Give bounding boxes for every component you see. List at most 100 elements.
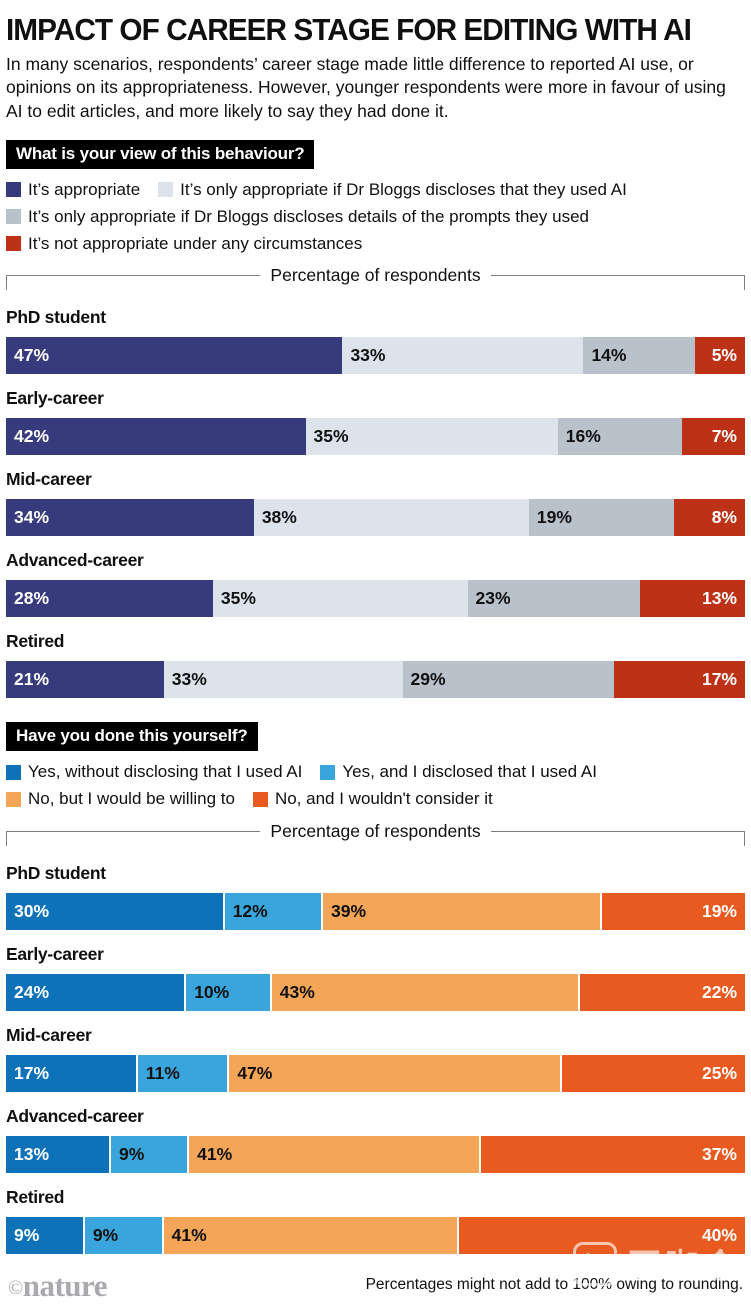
bar-row: Early-career 42% 35% 16% 7%	[6, 388, 745, 456]
legend-swatch	[6, 209, 21, 225]
bar-row: Advanced-career 13% 9% 41% 37%	[6, 1106, 745, 1173]
category-label: Mid-career	[6, 1024, 92, 1045]
axis-line-right	[490, 830, 745, 846]
footer: ©nature Percentages might not add to 100…	[6, 1270, 745, 1301]
segment-value-label: 28%	[14, 588, 50, 609]
bar-segment: 29%	[402, 661, 615, 699]
legend-item-label: No, but I would be willing to	[28, 789, 235, 809]
segment-value-label: 7%	[711, 426, 737, 447]
bar-segment: 41%	[161, 1216, 457, 1254]
segment-value-label: 9%	[118, 1143, 145, 1164]
intro-text: In many scenarios, respondents’ career s…	[6, 53, 726, 122]
segment-value-label: 35%	[220, 588, 256, 609]
segment-value-label: 22%	[701, 981, 738, 1002]
category-label: Advanced-career	[6, 550, 144, 571]
bar-segment: 7%	[681, 418, 745, 456]
stacked-bar: 47% 33% 14% 5%	[6, 337, 745, 375]
category-label: Early-career	[6, 388, 104, 409]
axis-header: Percentage of respondents	[6, 821, 745, 853]
segment-value-label: 43%	[279, 981, 315, 1002]
chart-view-of-behaviour: What is your view of this behaviour? It’…	[6, 138, 745, 699]
stacked-bar: 21% 33% 29% 17%	[6, 661, 745, 699]
stacked-bar: 42% 35% 16% 7%	[6, 418, 745, 456]
legend-item: Yes, without disclosing that I used AI	[6, 760, 302, 784]
legend-swatch	[6, 791, 21, 807]
segment-value-label: 16%	[565, 426, 601, 447]
bar-row: Retired 9% 9% 41% 40%	[6, 1187, 745, 1254]
segment-value-label: 11%	[145, 1062, 180, 1083]
bar-row: Retired 21% 33% 29% 17%	[6, 631, 745, 699]
stacked-bar: 24% 10% 43% 22%	[6, 973, 746, 1011]
bar-rows: PhD student 30% 12% 39% 19% Early-career 24% 10…	[6, 863, 746, 1254]
legend-item-label: It’s not appropriate under any circumsta…	[28, 233, 363, 253]
bar-segment: 43%	[269, 973, 579, 1011]
segment-value-label: 8%	[711, 507, 737, 528]
bar-segment: 13%	[640, 580, 745, 618]
segment-value-label: 33%	[350, 345, 386, 366]
bar-segment: 39%	[320, 892, 600, 930]
bar-segment: 17%	[6, 1054, 136, 1092]
bar-segment: 28%	[6, 580, 213, 618]
legend-swatch	[6, 764, 21, 780]
bar-segment: 9%	[108, 1135, 188, 1173]
axis-label: Percentage of respondents	[270, 820, 481, 841]
legend-swatch	[158, 182, 174, 198]
bar-segment: 19%	[528, 499, 675, 537]
question-tag: What is your view of this behaviour?	[6, 139, 315, 169]
category-label: Mid-career	[6, 469, 92, 490]
stacked-bar: 28% 35% 23% 13%	[6, 580, 745, 618]
category-label: PhD student	[6, 307, 106, 328]
segment-value-label: 38%	[261, 507, 297, 528]
axis-line-left	[6, 275, 261, 291]
page-title: IMPACT OF CAREER STAGE FOR EDITING WITH …	[6, 12, 692, 47]
copyright-icon: ©	[8, 1276, 23, 1299]
bar-segment: 9%	[6, 1216, 83, 1254]
segment-value-label: 33%	[171, 669, 207, 690]
bar-segment: 13%	[6, 1135, 109, 1173]
bar-segment: 22%	[578, 973, 746, 1011]
legend: Yes, without disclosing that I used AI Ye…	[6, 760, 745, 811]
segment-value-label: 30%	[14, 900, 50, 921]
bar-segment: 8%	[674, 499, 745, 537]
segment-value-label: 24%	[14, 981, 50, 1002]
bar-row: PhD student 30% 12% 39% 19%	[6, 863, 745, 930]
segment-value-label: 41%	[197, 1143, 233, 1164]
bar-segment: 47%	[6, 337, 343, 375]
bar-segment: 14%	[583, 337, 695, 375]
bar-segment: 30%	[6, 892, 223, 930]
legend-item: It’s not appropriate under any circumsta…	[6, 232, 362, 256]
axis-line-right	[490, 275, 745, 291]
segment-value-label: 39%	[330, 900, 367, 921]
bar-segment: 42%	[6, 418, 306, 456]
segment-value-label: 34%	[14, 507, 50, 528]
segment-value-label: 14%	[591, 345, 627, 366]
segment-value-label: 29%	[410, 669, 446, 690]
bar-row: Mid-career 17% 11% 47% 25%	[6, 1024, 746, 1092]
segment-value-label: 13%	[14, 1143, 50, 1164]
question-tag: Have you done this yourself?	[6, 722, 258, 752]
bar-segment: 33%	[163, 661, 403, 699]
stacked-bar: 9% 9% 41% 40%	[6, 1216, 745, 1254]
stacked-bar: 30% 12% 39% 19%	[6, 892, 745, 930]
bar-segment: 19%	[599, 892, 745, 930]
stacked-bar: 17% 11% 47% 25%	[6, 1054, 746, 1092]
axis-line-left	[6, 830, 261, 846]
legend-swatch	[252, 791, 268, 807]
category-label: Advanced-career	[6, 1105, 144, 1126]
bar-segment: 10%	[184, 973, 270, 1011]
bar-segment: 47%	[227, 1054, 560, 1092]
segment-value-label: 42%	[14, 426, 50, 447]
legend-item: It’s only appropriate if Dr Bloggs discl…	[6, 205, 589, 229]
legend-item-label: Yes, and I disclosed that I used AI	[342, 762, 597, 782]
bar-segment: 25%	[559, 1054, 746, 1092]
legend-swatch	[6, 182, 21, 198]
segment-value-label: 41%	[171, 1224, 207, 1245]
bar-segment: 11%	[135, 1054, 228, 1092]
bar-segment: 16%	[557, 418, 682, 456]
segment-value-label: 19%	[701, 900, 737, 921]
legend-item-label: It’s appropriate	[28, 179, 141, 199]
bar-segment: 17%	[614, 661, 745, 699]
legend-item: It’s appropriate	[6, 178, 140, 202]
bar-row: Mid-career 34% 38% 19% 8%	[6, 469, 745, 537]
